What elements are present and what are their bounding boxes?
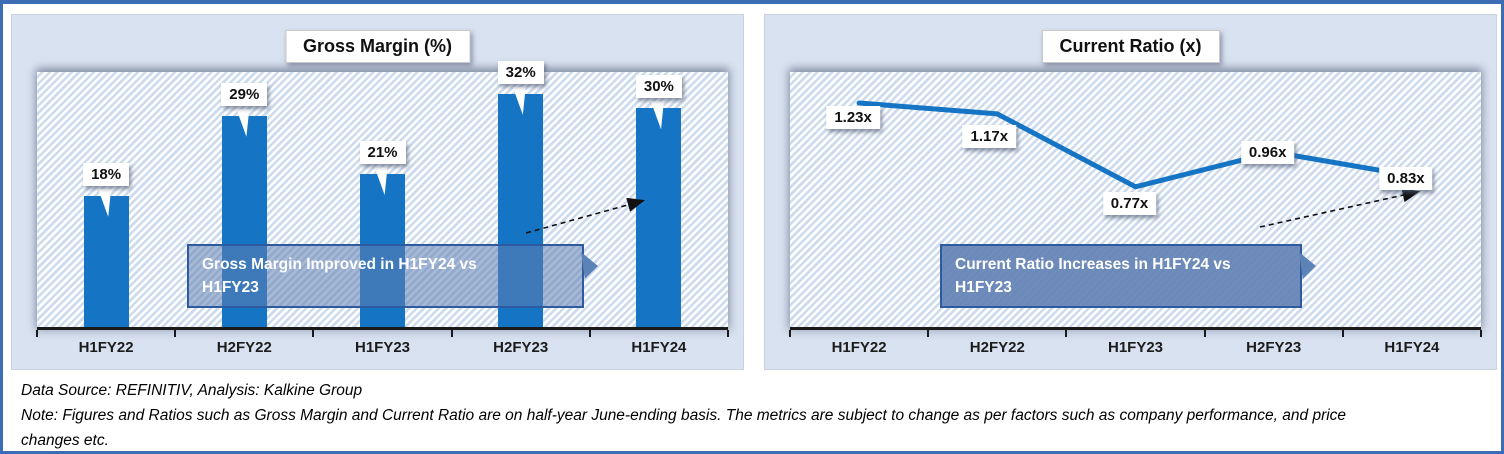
axis-tick xyxy=(1203,330,1206,337)
x-axis-label: H1FY23 xyxy=(354,339,411,356)
line-series xyxy=(856,100,1421,228)
data-label-H1FY22: 18% xyxy=(83,162,130,186)
data-label-H1FY23: 0.77x xyxy=(1102,191,1157,215)
x-axis-label: H1FY24 xyxy=(631,339,687,356)
axis-tick xyxy=(1341,330,1344,337)
axis-tick xyxy=(927,330,930,337)
axis-tick xyxy=(174,330,177,337)
current-ratio-chart-panel: Current Ratio (x) Current Ratio Increase… xyxy=(764,14,1497,370)
gross-margin-plot-area: Gross Margin Improved in H1FY24 vs H1FY2… xyxy=(37,60,728,330)
x-axis-label: H1FY24 xyxy=(1384,339,1440,356)
data-label-H2FY23: 0.96x xyxy=(1240,141,1295,165)
bar-H1FY24 xyxy=(636,108,682,327)
x-axis-label: H2FY22 xyxy=(969,339,1025,356)
gross-margin-annotation-callout: Gross Margin Improved in H1FY24 vs H1FY2… xyxy=(187,244,584,308)
data-label-H2FY22: 29% xyxy=(221,82,268,106)
x-axis-label: H1FY22 xyxy=(78,339,134,356)
current-ratio-x-axis-ticks xyxy=(789,330,1482,337)
footer: Data Source: REFINITIV, Analysis: Kalkin… xyxy=(21,378,1406,451)
gross-margin-x-axis-labels: H1FY22 H2FY22 H1FY23 H2FY23 H1FY24 xyxy=(37,339,728,365)
axis-tick xyxy=(312,330,315,337)
axis-tick xyxy=(1480,330,1482,337)
data-label-H1FY23: 21% xyxy=(359,141,406,164)
data-label-H2FY23: 32% xyxy=(497,60,544,84)
arrow-overlay xyxy=(525,197,646,234)
gross-margin-x-axis-ticks xyxy=(36,330,729,337)
x-axis-label: H1FY23 xyxy=(1107,339,1164,356)
axis-tick xyxy=(450,330,453,337)
axis-tick xyxy=(727,330,729,337)
data-source-note: Data Source: REFINITIV, Analysis: Kalkin… xyxy=(21,382,363,399)
current-ratio-plot-area: Current Ratio Increases in H1FY24 vs H1F… xyxy=(790,72,1481,330)
disclaimer-note: Note: Figures and Ratios such as Gross M… xyxy=(21,407,1347,449)
gross-margin-chart-panel: Gross Margin (%) Gross Margin Improved i… xyxy=(11,14,744,370)
data-label-H1FY24: 30% xyxy=(635,75,682,99)
axis-tick xyxy=(1065,330,1068,337)
gross-margin-chart-title: Gross Margin (%) xyxy=(284,30,471,63)
data-label-H1FY24: 0.83x xyxy=(1379,166,1433,190)
current-ratio-annotation-callout: Current Ratio Increases in H1FY24 vs H1F… xyxy=(940,244,1302,308)
data-label-H2FY22: 1.17x xyxy=(962,124,1017,148)
x-axis-label: H2FY22 xyxy=(216,339,272,356)
current-ratio-x-axis-labels: H1FY22 H2FY22 H1FY23 H2FY23 H1FY24 xyxy=(790,339,1481,365)
x-axis-label: H2FY23 xyxy=(493,339,549,356)
bar-H1FY22 xyxy=(83,195,129,327)
axis-tick xyxy=(36,330,38,337)
x-axis-label: H2FY23 xyxy=(1246,339,1302,356)
axis-tick xyxy=(588,330,591,337)
axis-tick xyxy=(789,330,791,337)
x-axis-label: H1FY22 xyxy=(831,339,887,356)
data-label-H1FY22: 1.23x xyxy=(826,106,880,129)
current-ratio-chart-title: Current Ratio (x) xyxy=(1041,30,1220,63)
